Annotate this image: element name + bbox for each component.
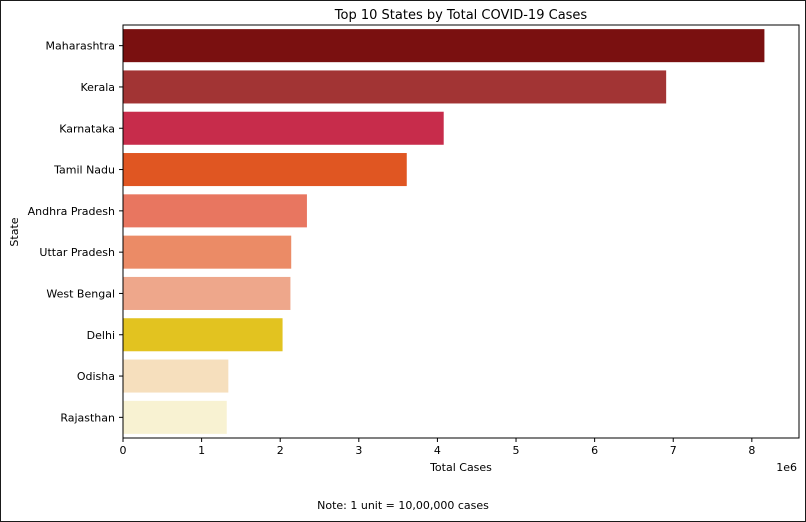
y-tick-label: Delhi (87, 329, 115, 342)
bar-west-bengal (123, 276, 291, 310)
x-tick-label: 1 (198, 444, 205, 457)
chart-title: Top 10 States by Total COVID-19 Cases (334, 8, 588, 23)
x-tick-label: 5 (513, 444, 520, 457)
y-axis-label: State (8, 217, 21, 246)
bar-rajasthan (123, 400, 227, 434)
y-axis-ticks: Maharashtra Kerala Karnataka Tamil Nadu Andh… (28, 40, 123, 424)
x-tick-label: 7 (670, 444, 677, 457)
bar-odisha (123, 359, 229, 393)
y-tick-label: Andhra Pradesh (28, 205, 115, 218)
bar-tamil-nadu (123, 153, 407, 187)
x-tick-label: 2 (277, 444, 284, 457)
y-tick-label: Kerala (81, 81, 116, 94)
bar-uttar-pradesh (123, 235, 292, 269)
x-tick-label: 4 (434, 444, 441, 457)
bar-maharashtra (123, 29, 765, 63)
bar-karnataka (123, 111, 444, 145)
y-tick-label: Uttar Pradesh (39, 246, 115, 259)
x-axis-ticks: 0 1 2 3 4 5 6 7 8 (120, 438, 755, 457)
x-tick-label: 3 (355, 444, 362, 457)
plot-area-frame (122, 24, 800, 439)
bar-kerala (123, 70, 667, 104)
x-axis-label: Total Cases (429, 461, 492, 474)
bars-group (123, 29, 765, 434)
y-tick-label: Tamil Nadu (53, 164, 115, 177)
y-tick-label: Maharashtra (46, 40, 116, 53)
bar-delhi (123, 318, 283, 352)
x-tick-label: 6 (591, 444, 598, 457)
y-tick-label: West Bengal (46, 287, 115, 300)
x-axis-offset-label: 1e6 (776, 461, 797, 474)
bar-andhra-pradesh (123, 194, 307, 228)
y-tick-label: Rajasthan (60, 411, 115, 424)
footnote: Note: 1 unit = 10,00,000 cases (317, 499, 489, 512)
y-tick-label: Karnataka (59, 122, 115, 135)
x-tick-label: 0 (120, 444, 127, 457)
y-tick-label: Odisha (77, 370, 115, 383)
x-tick-label: 8 (748, 444, 755, 457)
